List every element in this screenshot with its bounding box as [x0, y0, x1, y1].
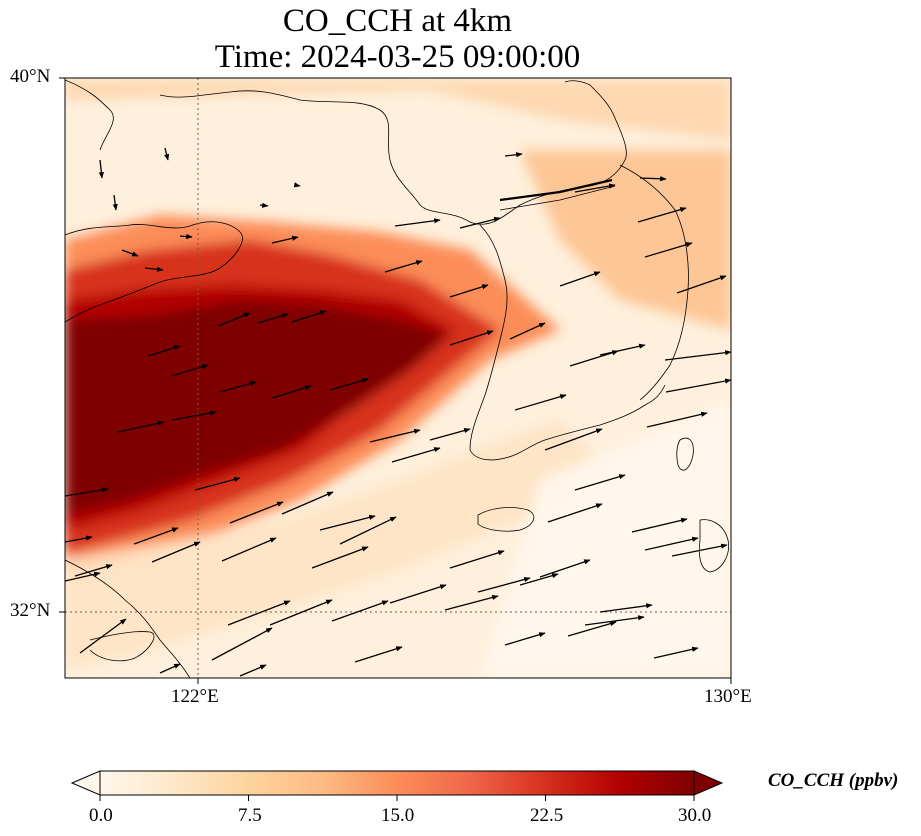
colorbar-tick: 15.0 — [381, 805, 415, 826]
colorbar-tick: 0.0 — [89, 805, 113, 826]
wind-vector-arrow — [509, 322, 546, 340]
wind-vector-arrow — [171, 410, 217, 421]
wind-vector-arrow — [217, 312, 251, 327]
wind-vector-arrow — [293, 182, 301, 188]
wind-vector-arrow — [646, 411, 708, 428]
wind-vector-arrow — [65, 487, 109, 497]
wind-vector-arrow — [329, 378, 369, 391]
wind-vector-arrow — [239, 664, 267, 677]
wind-vector-arrow — [257, 313, 289, 324]
wind-vector-arrow — [65, 535, 93, 543]
concentration-field — [65, 78, 731, 678]
wind-vector-arrow — [65, 571, 101, 582]
colorbar — [70, 770, 724, 801]
wind-vector-arrow — [653, 646, 699, 659]
gridlines — [65, 78, 731, 678]
wind-vector-arrow — [384, 260, 423, 273]
wind-vector-arrow — [311, 546, 369, 569]
wind-vector-arrow — [354, 646, 403, 663]
wind-vector-arrow — [676, 275, 727, 294]
wind-vector-arrow — [449, 330, 494, 346]
wind-vector-arrow — [569, 350, 619, 367]
wind-vector-arrow — [574, 183, 616, 193]
wind-vector-arrow — [547, 503, 603, 523]
wind-vector-arrow — [121, 249, 139, 257]
lon-label-122e: 122°E — [171, 686, 219, 707]
wind-vector-arrow — [644, 242, 693, 258]
wind-vector-arrow — [271, 235, 299, 244]
wind-vector-arrow — [504, 152, 523, 158]
wind-vector-arrow — [631, 517, 688, 533]
wind-vector-arrow — [211, 627, 273, 661]
wind-vector-arrow — [574, 474, 626, 491]
lon-label-130e: 130°E — [704, 686, 752, 707]
wind-vector-arrow — [559, 271, 601, 287]
wind-vector-arrow — [112, 194, 118, 211]
wind-vector-arrow — [227, 600, 291, 626]
colorbar-tick: 22.5 — [530, 805, 564, 826]
wind-vector-arrow — [567, 621, 617, 637]
wind-vector-arrow — [171, 364, 209, 377]
wind-vector-arrow — [514, 394, 567, 411]
wind-vector-arrow — [644, 536, 699, 551]
wind-vector-arrow — [271, 385, 312, 399]
wind-vector-arrow — [449, 284, 489, 298]
wind-vector-arrow — [671, 543, 728, 557]
wind-vector-arrow — [98, 159, 104, 179]
map-frame — [64, 77, 732, 679]
wind-vector-arrow — [369, 428, 421, 443]
colorbar-tick: 7.5 — [238, 805, 262, 826]
wind-vector-arrow — [164, 147, 170, 161]
wind-vector-arrow — [79, 618, 127, 654]
lat-label-32n: 32°N — [10, 600, 51, 621]
wind-vector-arrow — [429, 428, 471, 441]
wind-vector-arrow — [637, 207, 687, 223]
map-subtitle-time: Time: 2024-03-25 09:00:00 — [214, 39, 581, 75]
wind-vector-arrow — [179, 233, 193, 240]
lat-label-40n: 40°N — [10, 66, 51, 87]
wind-vector-arrow — [151, 541, 201, 563]
wind-vector-arrow — [291, 310, 327, 323]
wind-vector-arrow — [504, 632, 546, 646]
wind-vector-arrow — [269, 599, 333, 626]
wind-vector-arrow — [394, 218, 441, 227]
wind-vector-arrow — [117, 420, 165, 433]
wind-vectors — [65, 147, 731, 677]
wind-vector-arrow — [584, 615, 645, 626]
wind-vector-arrow — [74, 564, 113, 577]
colorbar-tick: 30.0 — [678, 805, 712, 826]
wind-vector-arrow — [319, 514, 376, 531]
wind-vector-arrow — [639, 176, 667, 182]
wind-vector-arrow — [229, 501, 284, 524]
wind-vector-arrow — [159, 663, 181, 674]
wind-vector-arrow — [599, 603, 653, 613]
wind-vector-arrow — [477, 577, 531, 593]
wind-vector-arrow — [519, 573, 559, 586]
wind-vector-arrow — [221, 537, 277, 562]
wind-vector-arrow — [544, 428, 603, 451]
wind-vector-arrow — [599, 343, 646, 356]
colorbar-label: CO_CCH (ppbv) — [768, 770, 899, 791]
wind-vector-arrow — [459, 216, 501, 229]
wind-vector-arrow — [147, 345, 181, 357]
wind-vector-arrow — [339, 516, 397, 545]
wind-vector-arrow — [219, 381, 257, 393]
map-title: CO_CCH at 4km — [282, 3, 513, 39]
wind-vector-arrow — [665, 378, 731, 393]
wind-vector-arrow — [539, 559, 591, 578]
wind-vector-arrow — [194, 476, 241, 491]
wind-vector-arrow — [144, 266, 164, 272]
wind-vector-arrow — [259, 202, 269, 208]
wind-vector-arrow — [444, 594, 499, 611]
wind-vector-arrow — [391, 447, 441, 463]
wind-vector-arrow — [449, 550, 505, 569]
wind-vector-arrow — [133, 527, 179, 545]
wind-vector-arrow — [389, 584, 447, 604]
coastlines — [65, 79, 729, 678]
wind-vector-arrow — [664, 350, 731, 361]
wind-vector-arrow — [281, 491, 334, 515]
wind-vector-arrow — [331, 600, 389, 622]
